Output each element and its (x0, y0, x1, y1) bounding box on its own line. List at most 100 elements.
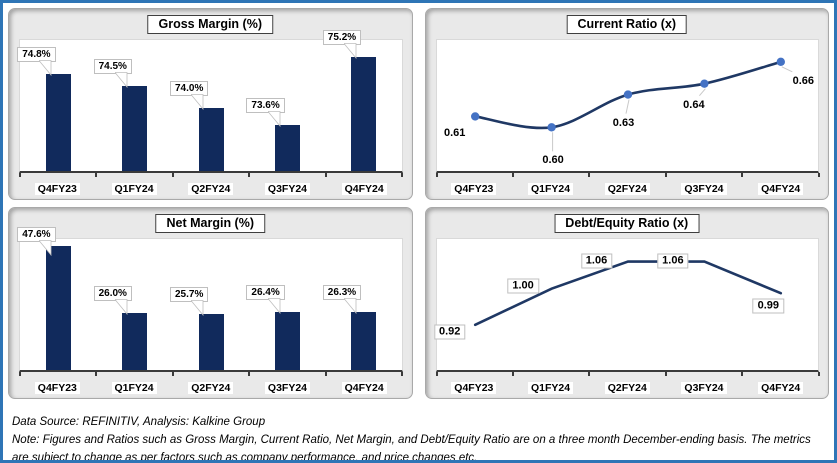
plot-area: 47.6% 26.0% 25.7% 26.4% 26.3% (17, 227, 403, 376)
data-label-callout: 74.5% (93, 59, 132, 89)
x-axis-label-text: Q4FY24 (341, 382, 387, 394)
data-label-callout: 25.7% (170, 286, 209, 316)
data-label: 1.06 (657, 253, 689, 269)
x-axis-label-text: Q4FY24 (758, 382, 804, 394)
bar-gross-margin-Q4FY23 (45, 73, 71, 171)
data-point-marker (470, 112, 479, 121)
axis-tick (588, 173, 591, 177)
data-source-line: Data Source: REFINITIV, Analysis: Kalkin… (12, 416, 266, 428)
x-axis-label-text: Q2FY24 (188, 382, 234, 394)
line-chart-canvas (470, 57, 793, 152)
x-axis-label-text: Q3FY24 (264, 183, 311, 195)
x-axis-label-text: Q1FY24 (111, 183, 157, 195)
data-label: 1.00 (507, 278, 539, 294)
chart-title: Gross Margin (%) (147, 15, 273, 34)
axis-tick (19, 173, 21, 177)
x-axis-label-text: Q4FY23 (451, 382, 497, 394)
line-series-debt-equity (473, 260, 782, 327)
callout-pointer (344, 43, 357, 59)
x-axis-label-text: Q1FY24 (111, 382, 157, 394)
chart-panel-gross-margin: Gross Margin (%) 74.8% 74.5% 74.0% 73.6% 75.… (8, 8, 413, 200)
chart-grid: Gross Margin (%) 74.8% 74.5% 74.0% 73.6% 75.… (3, 3, 834, 404)
x-axis-label: Q2FY24 (589, 183, 666, 195)
axis-tick (248, 173, 251, 177)
data-label: 0.64 (683, 98, 705, 111)
data-label: 0.63 (612, 116, 635, 129)
callout-pointer (38, 59, 51, 76)
callout-pointer (344, 298, 357, 315)
x-axis-labels: Q4FY23 Q1FY24 Q2FY24 Q3FY24 Q4FY24 (436, 183, 820, 195)
bar-gross-margin-Q2FY24 (198, 107, 224, 171)
data-label-callout: 26.3% (322, 285, 362, 315)
callout-pointer (191, 93, 204, 110)
x-axis-label-text: Q4FY23 (451, 183, 497, 195)
bar-net-margin-Q4FY24 (351, 312, 377, 370)
chart-title: Current Ratio (x) (566, 15, 688, 34)
x-axis-label: Q1FY24 (512, 382, 589, 394)
x-axis-label-text: Q3FY24 (264, 382, 311, 394)
data-label-callout: 73.6% (246, 97, 285, 127)
x-axis-labels: Q4FY23 Q1FY24 Q2FY24 Q3FY24 Q4FY24 (436, 382, 820, 394)
bar-net-margin-Q1FY24 (122, 312, 148, 370)
bar-net-margin-Q3FY24 (274, 311, 300, 370)
x-axis-label-text: Q3FY24 (681, 382, 727, 394)
axis-tick (511, 173, 514, 177)
x-axis-label: Q4FY23 (19, 382, 96, 394)
x-axis-label: Q4FY24 (326, 382, 403, 394)
x-axis-label: Q3FY24 (666, 382, 743, 394)
data-label-callout: 74.8% (17, 46, 56, 76)
callout-pointer (191, 299, 204, 316)
x-axis-label-text: Q3FY24 (681, 183, 727, 195)
note-line: Note: Figures and Ratios such as Gross M… (12, 433, 811, 463)
x-axis-label: Q4FY24 (742, 382, 819, 394)
data-label: 0.61 (443, 127, 466, 140)
chart-title: Net Margin (%) (155, 214, 265, 233)
axis-tick (401, 173, 403, 177)
x-axis-label: Q2FY24 (172, 382, 249, 394)
data-label-callout: 75.2% (322, 29, 362, 59)
data-label-callout: 74.0% (170, 80, 209, 110)
x-axis-label-text: Q4FY24 (341, 183, 387, 195)
axis-tick (171, 372, 174, 376)
label-leader-line (698, 88, 706, 96)
bar-net-margin-Q2FY24 (198, 313, 224, 370)
bar-gross-margin-Q4FY24 (351, 56, 377, 171)
x-axis-label: Q3FY24 (249, 183, 326, 195)
x-axis-label: Q4FY23 (436, 183, 513, 195)
x-axis-label: Q1FY24 (96, 183, 173, 195)
axis-tick (435, 372, 438, 376)
axis-tick (511, 372, 514, 376)
data-label: 0.60 (542, 154, 564, 167)
x-axis-label: Q1FY24 (512, 183, 589, 195)
x-axis-label: Q2FY24 (589, 382, 666, 394)
x-axis-label: Q4FY23 (19, 183, 96, 195)
data-point-marker (546, 123, 556, 132)
x-axis-label-text: Q2FY24 (604, 183, 650, 195)
axis-tick (817, 372, 820, 376)
callout-pointer (38, 240, 51, 256)
callout-pointer (114, 299, 128, 315)
data-point-marker (623, 90, 632, 99)
callout-pointer (267, 110, 281, 127)
x-axis-label: Q1FY24 (96, 382, 173, 394)
axis-tick (95, 372, 98, 376)
x-axis-label: Q4FY24 (326, 183, 403, 195)
callout-pointer (114, 72, 128, 89)
axis-tick (171, 173, 174, 177)
plot-area: 74.8% 74.5% 74.0% 73.6% 75.2% (17, 29, 403, 177)
data-label-callout: 26.0% (93, 285, 132, 315)
data-label: 0.99 (752, 298, 785, 314)
bar-net-margin-Q4FY23 (45, 246, 71, 370)
label-leader-line (625, 99, 629, 114)
data-label-callout: 47.6% (17, 227, 56, 256)
chart-panel-debt-equity: Debt/Equity Ratio (x) 0.92 1.00 1.06 1.06 0.… (424, 207, 829, 399)
axis-tick (19, 372, 21, 376)
x-axis-label: Q3FY24 (666, 183, 743, 195)
x-axis-label-text: Q4FY23 (34, 183, 80, 195)
x-axis-label: Q2FY24 (172, 183, 249, 195)
axis-tick (401, 372, 403, 376)
x-axis-label-text: Q4FY24 (758, 183, 804, 195)
axis-tick (664, 372, 667, 376)
data-point-marker (776, 57, 785, 67)
